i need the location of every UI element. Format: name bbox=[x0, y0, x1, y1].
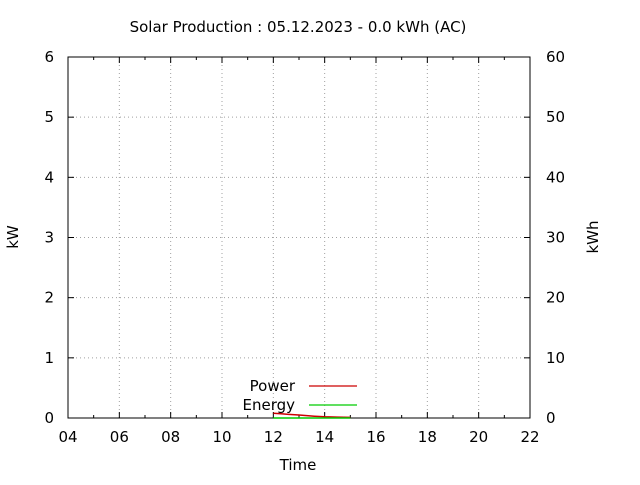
x-tick-label: 20 bbox=[469, 428, 488, 446]
x-tick-label: 18 bbox=[418, 428, 437, 446]
x-axis-label: Time bbox=[279, 456, 317, 474]
y2-tick-label: 60 bbox=[546, 48, 565, 66]
y2-tick-label: 40 bbox=[546, 168, 565, 186]
x-tick-label: 04 bbox=[58, 428, 77, 446]
x-tick-label: 12 bbox=[264, 428, 283, 446]
x-tick-label: 22 bbox=[520, 428, 539, 446]
y2-tick-label: 50 bbox=[546, 108, 565, 126]
y2-tick-label: 30 bbox=[546, 229, 565, 247]
y-tick-label: 1 bbox=[44, 349, 54, 367]
x-tick-label: 10 bbox=[212, 428, 231, 446]
x-tick-label: 14 bbox=[315, 428, 334, 446]
x-tick-label: 08 bbox=[161, 428, 180, 446]
legend-label-power: Power bbox=[250, 377, 296, 395]
series-line-power bbox=[273, 412, 351, 419]
x-tick-label: 16 bbox=[366, 428, 385, 446]
y2-tick-label: 0 bbox=[546, 409, 556, 427]
chart-title: Solar Production : 05.12.2023 - 0.0 kWh … bbox=[130, 18, 467, 36]
y2-tick-label: 10 bbox=[546, 349, 565, 367]
y-tick-label: 6 bbox=[44, 48, 54, 66]
y-tick-label: 0 bbox=[44, 409, 54, 427]
legend-label-energy: Energy bbox=[242, 396, 295, 414]
grid-layer bbox=[68, 57, 530, 418]
x-tick-label: 06 bbox=[110, 428, 129, 446]
y-tick-label: 3 bbox=[44, 229, 54, 247]
series-layer bbox=[273, 412, 351, 419]
y-tick-label: 2 bbox=[44, 289, 54, 307]
y2-axis-label: kWh bbox=[584, 220, 602, 253]
y-tick-label: 5 bbox=[44, 108, 54, 126]
y-tick-label: 4 bbox=[44, 168, 54, 186]
y-axis-label: kW bbox=[4, 225, 22, 249]
y2-tick-label: 20 bbox=[546, 289, 565, 307]
